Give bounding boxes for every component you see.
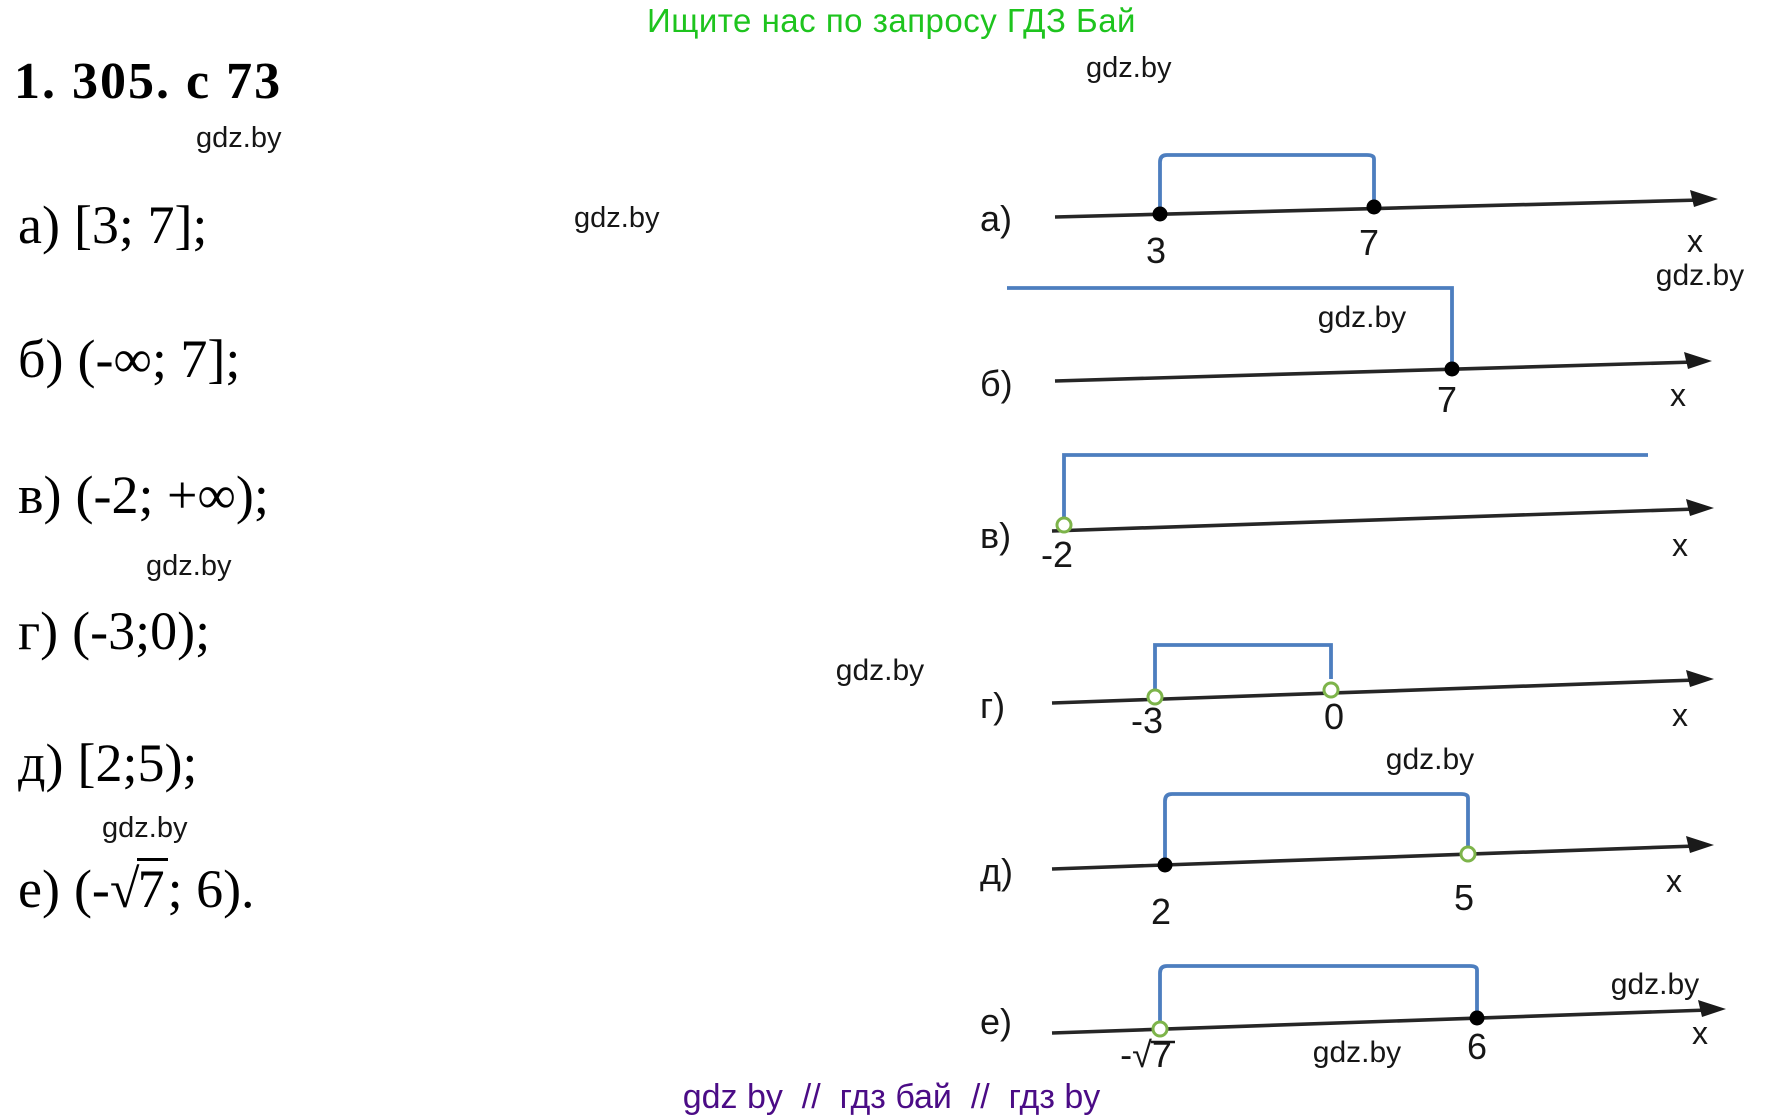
numberline-e: е) -√7 6 x gdz.by gdz.by bbox=[980, 964, 1726, 1075]
point-label: 3 bbox=[1146, 230, 1166, 271]
ray-bracket bbox=[1007, 286, 1454, 367]
axis-label: x bbox=[1670, 377, 1686, 413]
interval-bracket bbox=[1158, 153, 1376, 213]
axis-arrow-icon bbox=[1686, 670, 1714, 687]
axis-arrow-icon bbox=[1686, 836, 1714, 853]
closed-point bbox=[1469, 1010, 1485, 1026]
axis-arrow-icon bbox=[1686, 499, 1714, 516]
radical-sign: √ bbox=[109, 859, 140, 919]
site-watermark: gdz.by bbox=[1656, 259, 1744, 292]
interval-bracket bbox=[1158, 964, 1479, 1022]
axis-line bbox=[1051, 844, 1697, 871]
axis-line bbox=[1054, 360, 1695, 383]
open-point bbox=[1459, 845, 1477, 863]
closed-point bbox=[1152, 206, 1168, 222]
point-label: 6 bbox=[1467, 1026, 1487, 1067]
problem-title: 1. 305. с 73 bbox=[14, 53, 283, 110]
diagram-label: е) bbox=[980, 1001, 1012, 1042]
interval-item-label: а) bbox=[18, 195, 60, 255]
diagram-label: а) bbox=[980, 198, 1012, 239]
diagram-label: б) bbox=[980, 363, 1013, 404]
interval-item-label: е) bbox=[18, 859, 60, 919]
interval-item-a: а) [3; 7]; bbox=[18, 194, 207, 256]
interval-item-d: д) [2;5); bbox=[18, 732, 197, 794]
diagram-label: д) bbox=[980, 851, 1013, 892]
closed-point bbox=[1157, 857, 1173, 873]
point-label: -3 bbox=[1131, 700, 1163, 741]
closed-point bbox=[1444, 361, 1460, 377]
point-label: 7 bbox=[1359, 222, 1379, 263]
interval-item-label: в) bbox=[18, 465, 62, 525]
axis-arrow-icon bbox=[1684, 352, 1712, 369]
promo-banner: Ищите нас по запросу ГДЗ Бай bbox=[647, 2, 1136, 39]
numberline-b: б) 7 x gdz.by bbox=[980, 286, 1712, 420]
axis-line bbox=[1051, 507, 1697, 533]
interval-item-text: (-∞; 7]; bbox=[77, 329, 241, 389]
open-point bbox=[1055, 516, 1073, 534]
ray-bracket bbox=[1062, 453, 1648, 524]
site-watermark: gdz.by bbox=[836, 654, 924, 687]
interval-item-g: г) (-3;0); bbox=[18, 600, 210, 662]
open-point bbox=[1151, 1020, 1169, 1038]
site-watermark: gdz.by bbox=[574, 202, 660, 234]
interval-item-text: (-√7; 6). bbox=[73, 858, 255, 919]
numberline-a: а) 3 7 x gdz.by bbox=[980, 153, 1744, 292]
axis-arrow-icon bbox=[1690, 190, 1718, 207]
interval-bracket bbox=[1153, 643, 1333, 691]
numberline-d: д) 2 5 x gdz.by bbox=[980, 743, 1714, 932]
site-watermark: gdz.by bbox=[1086, 52, 1172, 84]
interval-item-text: (-2; +∞); bbox=[75, 465, 269, 525]
interval-item-e: е) (-√7; 6). bbox=[18, 858, 255, 920]
site-watermark: gdz.by bbox=[146, 550, 232, 582]
site-watermark: gdz.by bbox=[1313, 1036, 1401, 1069]
numberline-g: г) -3 0 x gdz.by bbox=[836, 643, 1714, 741]
interval-item-text: [2;5); bbox=[77, 733, 198, 793]
axis-label: x bbox=[1687, 223, 1703, 259]
point-label: -√7 bbox=[1120, 1034, 1172, 1075]
site-watermark: gdz.by bbox=[1318, 301, 1406, 334]
point-label: 7 bbox=[1437, 379, 1457, 420]
open-point bbox=[1146, 688, 1164, 706]
interval-item-text: [3; 7]; bbox=[73, 195, 208, 255]
point-label: 0 bbox=[1324, 696, 1344, 737]
interval-bracket bbox=[1163, 792, 1470, 858]
interval-item-label: б) bbox=[18, 329, 64, 389]
interval-item-label: д) bbox=[18, 733, 64, 793]
interval-item-b: б) (-∞; 7]; bbox=[18, 328, 240, 390]
diagram-label: г) bbox=[980, 685, 1005, 726]
diagram-label: в) bbox=[980, 515, 1011, 556]
site-watermark: gdz.by bbox=[102, 812, 188, 844]
site-watermark: gdz.by bbox=[196, 122, 282, 154]
radicand: 7 bbox=[136, 858, 168, 918]
axis-label: x bbox=[1692, 1015, 1708, 1051]
interval-item-label: г) bbox=[18, 601, 59, 661]
axis-arrow-icon bbox=[1698, 1000, 1726, 1017]
footer-search-terms: gdz by // гдз бай // гдз by bbox=[682, 1078, 1101, 1116]
point-label: 2 bbox=[1151, 891, 1171, 932]
axis-line bbox=[1051, 1008, 1709, 1035]
site-watermark: gdz.by bbox=[1386, 743, 1474, 776]
axis-label: x bbox=[1672, 527, 1688, 563]
numberline-diagrams: а) 3 7 x gdz.by б) 7 x gdz.by в) -2 x г)… bbox=[836, 153, 1744, 1075]
axis-label: x bbox=[1672, 697, 1688, 733]
numberline-v: в) -2 x bbox=[980, 453, 1714, 575]
open-point bbox=[1322, 681, 1340, 699]
point-label: -2 bbox=[1041, 534, 1073, 575]
closed-point bbox=[1366, 199, 1382, 215]
point-label: 5 bbox=[1454, 877, 1474, 918]
interval-item-v: в) (-2; +∞); bbox=[18, 464, 269, 526]
axis-label: x bbox=[1666, 863, 1682, 899]
interval-item-text: (-3;0); bbox=[72, 601, 211, 661]
site-watermark: gdz.by bbox=[1611, 968, 1699, 1001]
